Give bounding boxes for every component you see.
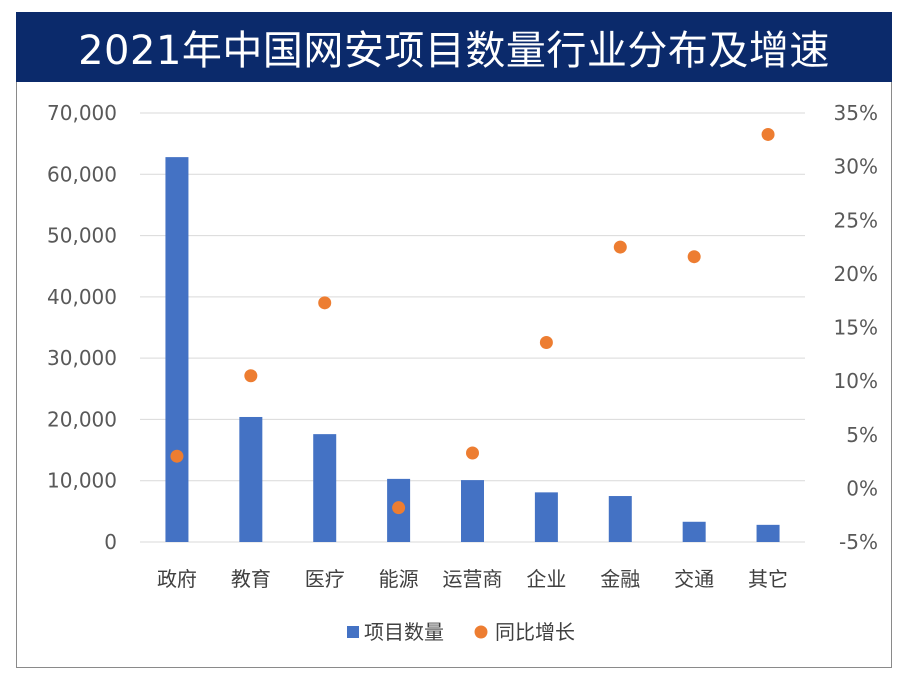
- dot-同比增长: [244, 369, 258, 383]
- dot-同比增长: [170, 449, 184, 463]
- bar-项目数量: [756, 524, 780, 542]
- bar-项目数量: [682, 521, 706, 542]
- category-label: 教育: [231, 567, 271, 591]
- category-label: 企业: [526, 567, 566, 591]
- dot-同比增长: [318, 296, 332, 310]
- legend-bar-swatch: [347, 626, 359, 638]
- dot-同比增长: [539, 336, 553, 350]
- chart-frame: [16, 12, 892, 668]
- left-axis-tick-label: 60,000: [47, 162, 117, 186]
- bar-项目数量: [608, 496, 632, 542]
- right-axis-tick-label: -5%: [839, 530, 878, 554]
- right-axis-tick-label: 25%: [834, 208, 878, 232]
- right-axis-tick-label: 15%: [834, 316, 878, 340]
- category-label: 政府: [157, 567, 197, 591]
- left-axis-tick-label: 0: [104, 530, 117, 554]
- right-axis-tick-label: 10%: [834, 369, 878, 393]
- category-label: 金融: [600, 567, 640, 591]
- category-label: 交通: [674, 567, 714, 591]
- legend-dot-swatch: [474, 625, 488, 639]
- bar-项目数量: [313, 434, 337, 542]
- chart-title: 2021年中国网安项目数量行业分布及增速: [16, 12, 892, 82]
- left-axis-tick-label: 10,000: [47, 469, 117, 493]
- left-axis-tick-label: 70,000: [47, 101, 117, 125]
- bar-项目数量: [239, 416, 263, 542]
- category-label: 运营商: [443, 567, 503, 591]
- left-axis-tick-label: 50,000: [47, 224, 117, 248]
- left-axis-tick-label: 30,000: [47, 346, 117, 370]
- category-label: 能源: [379, 567, 419, 591]
- bar-项目数量: [165, 157, 189, 542]
- right-axis-tick-label: 5%: [846, 423, 878, 447]
- dot-同比增长: [687, 250, 701, 264]
- category-label: 医疗: [305, 567, 345, 591]
- right-axis-tick-label: 30%: [834, 155, 878, 179]
- right-axis-tick-label: 20%: [834, 262, 878, 286]
- legend-bar-label: 项目数量: [364, 620, 444, 644]
- bar-项目数量: [534, 492, 558, 542]
- legend-dot-label: 同比增长: [495, 620, 575, 644]
- bar-项目数量: [461, 480, 484, 542]
- category-label: 其它: [748, 567, 788, 591]
- dot-同比增长: [392, 501, 406, 515]
- dot-同比增长: [761, 127, 775, 141]
- left-axis-tick-label: 20,000: [47, 407, 117, 431]
- dot-同比增长: [613, 240, 627, 254]
- left-axis-tick-label: 40,000: [47, 285, 117, 309]
- dot-同比增长: [466, 446, 479, 460]
- right-axis-tick-label: 0%: [846, 476, 878, 500]
- right-axis-tick-label: 35%: [834, 101, 878, 125]
